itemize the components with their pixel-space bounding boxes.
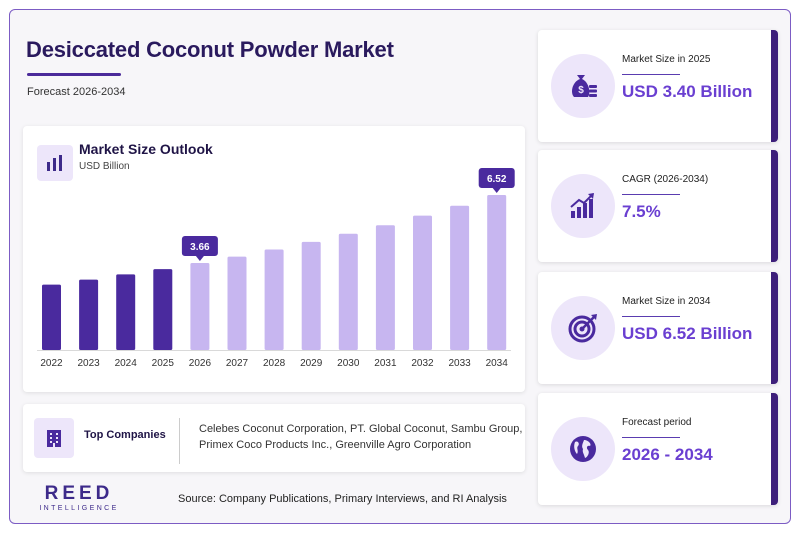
page-title: Desiccated Coconut Powder Market [26,37,394,62]
stat-label: Market Size in 2025 [622,54,711,65]
stat-card-market-2025: $ Market Size in 2025 USD 3.40 Billion [538,30,778,142]
bar-chart-icon [37,145,73,181]
data-label-box [478,168,515,188]
x-tick-label: 2031 [374,358,397,369]
stat-divider [622,74,680,75]
chart-card: Market Size Outlook USD Billion 2022 2023… [23,126,525,392]
bar-2023 [79,279,99,350]
data-label-box [181,235,218,256]
growth-chart-icon [551,174,615,238]
companies-card: Top Companies Celebes Coconut Corporatio… [23,404,525,472]
bar-2026 [190,262,210,350]
x-tick-label: 2033 [448,358,471,369]
stat-label: CAGR (2026-2034) [622,174,709,185]
target-icon [551,296,615,360]
stat-divider [622,194,680,195]
data-label-text: 3.66 [190,242,210,253]
x-tick-label: 2034 [486,358,509,369]
bar-2032 [413,215,432,350]
data-label-2026: 3.66 [181,235,218,261]
stat-label: Market Size in 2034 [622,296,711,307]
companies-list: Celebes Coconut Corporation, PT. Global … [199,423,523,451]
companies-divider [179,418,180,464]
bar-2031 [375,225,395,350]
stat-card-forecast-period: Forecast period 2026 - 2034 [538,393,778,505]
x-tick-label: 2025 [152,358,175,369]
stat-value: 2026 - 2034 [622,445,713,464]
data-label-text: 6.52 [487,174,507,185]
chart-title: Market Size Outlook [79,141,213,157]
source-note: Source: Company Publications, Primary In… [178,493,507,505]
forecast-subtitle: Forecast 2026-2034 [27,86,126,98]
data-label-pointer [195,255,204,261]
bar-2029 [301,241,321,350]
x-tick-label: 2027 [226,358,249,369]
x-tick-label: 2030 [337,358,360,369]
brand-subname: INTELLIGENCE [39,505,119,512]
x-tick-label: 2024 [115,358,138,369]
building-icon [34,418,74,458]
brand-name: REED [44,483,114,504]
brand-logo: REED INTELLIGENCE [29,483,129,512]
x-tick-label: 2032 [411,358,434,369]
bar-2025 [153,269,173,350]
money-bag-icon: $ [551,54,615,118]
stat-value: 7.5% [622,202,661,221]
svg-text:$: $ [578,85,584,96]
stat-value: USD 6.52 Billion [622,324,753,343]
x-tick-label: 2028 [263,358,286,369]
chart-unit: USD Billion [79,161,130,172]
companies-label: Top Companies [84,429,166,441]
bar-2022 [42,284,61,350]
title-underline [27,73,121,76]
stat-divider [622,437,680,438]
stat-card-cagr: CAGR (2026-2034) 7.5% [538,150,778,262]
bar-chart: 2022 2023 2024 2025 2026 2027 2028 2029 2030 2031… [37,168,515,369]
data-label-2034: 6.52 [478,168,515,193]
bar-2034 [487,195,507,350]
bar-2027 [227,256,247,350]
x-tick-label: 2023 [77,358,100,369]
bar-2024 [116,274,136,350]
stat-value: USD 3.40 Billion [622,82,753,101]
stat-label: Forecast period [622,417,692,428]
bar-2033 [450,205,470,350]
data-label-pointer [492,188,501,193]
stat-card-market-2034: Market Size in 2034 USD 6.52 Billion [538,272,778,384]
bar-2030 [338,233,358,350]
x-tick-label: 2029 [300,358,323,369]
x-tick-label: 2022 [40,358,63,369]
globe-icon [551,417,615,481]
x-tick-label: 2026 [189,358,212,369]
stat-divider [622,316,680,317]
bar-2028 [264,249,284,350]
